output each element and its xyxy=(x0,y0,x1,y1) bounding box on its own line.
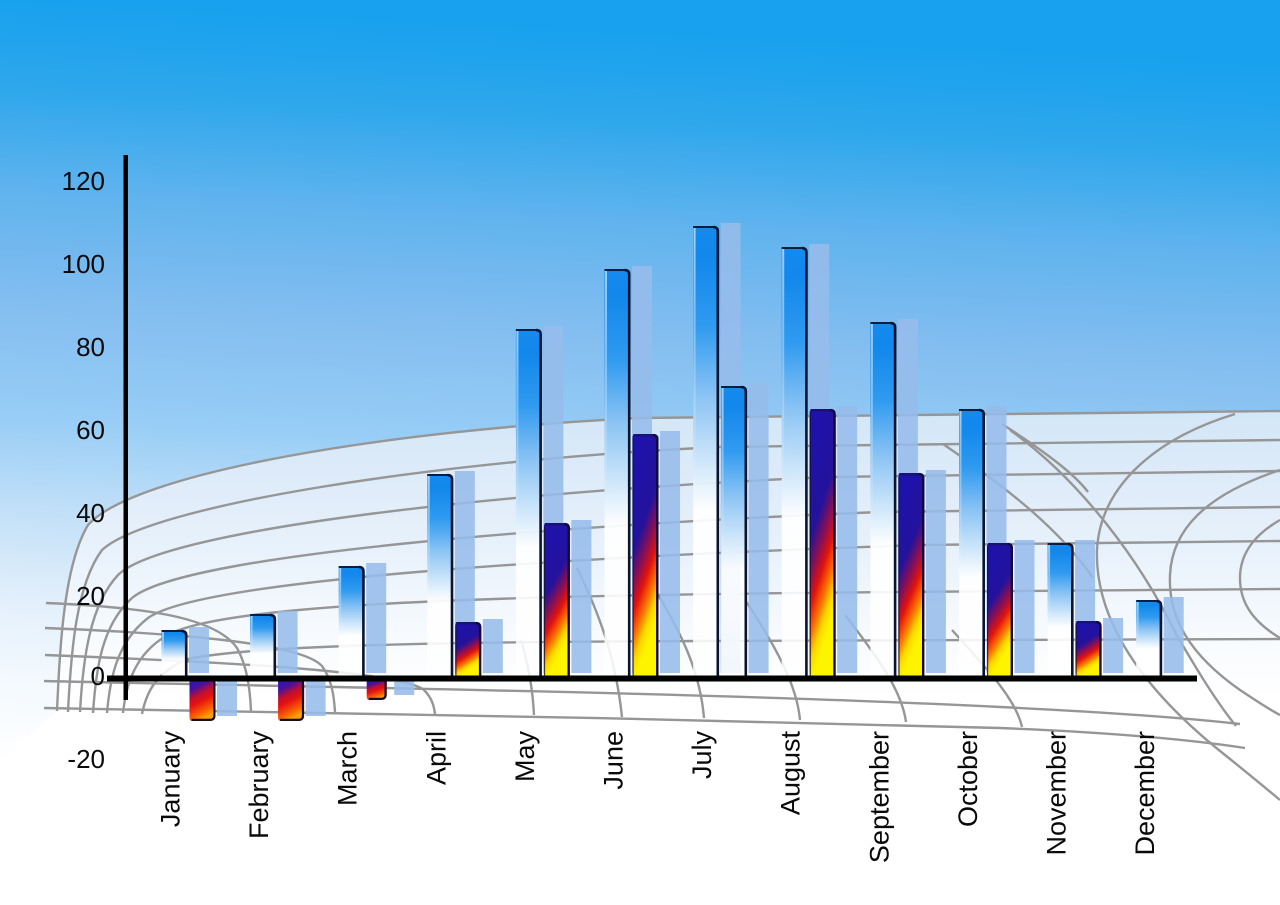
svg-text:July: July xyxy=(687,731,717,780)
svg-text:120: 120 xyxy=(62,166,105,196)
svg-text:September: September xyxy=(864,731,894,863)
svg-text:February: February xyxy=(244,731,274,840)
svg-text:80: 80 xyxy=(76,332,105,362)
svg-text:0: 0 xyxy=(91,661,105,691)
svg-text:40: 40 xyxy=(76,498,105,528)
svg-text:May: May xyxy=(510,731,540,783)
svg-text:December: December xyxy=(1130,731,1160,856)
svg-text:March: March xyxy=(333,731,363,806)
svg-text:April: April xyxy=(421,731,451,785)
svg-text:100: 100 xyxy=(62,249,105,279)
svg-text:-20: -20 xyxy=(67,744,105,774)
svg-text:60: 60 xyxy=(76,415,105,445)
svg-text:November: November xyxy=(1042,731,1072,856)
svg-text:January: January xyxy=(156,731,186,828)
svg-text:June: June xyxy=(599,731,629,790)
svg-text:20: 20 xyxy=(76,581,105,611)
svg-text:August: August xyxy=(776,731,806,816)
svg-text:October: October xyxy=(953,731,983,827)
